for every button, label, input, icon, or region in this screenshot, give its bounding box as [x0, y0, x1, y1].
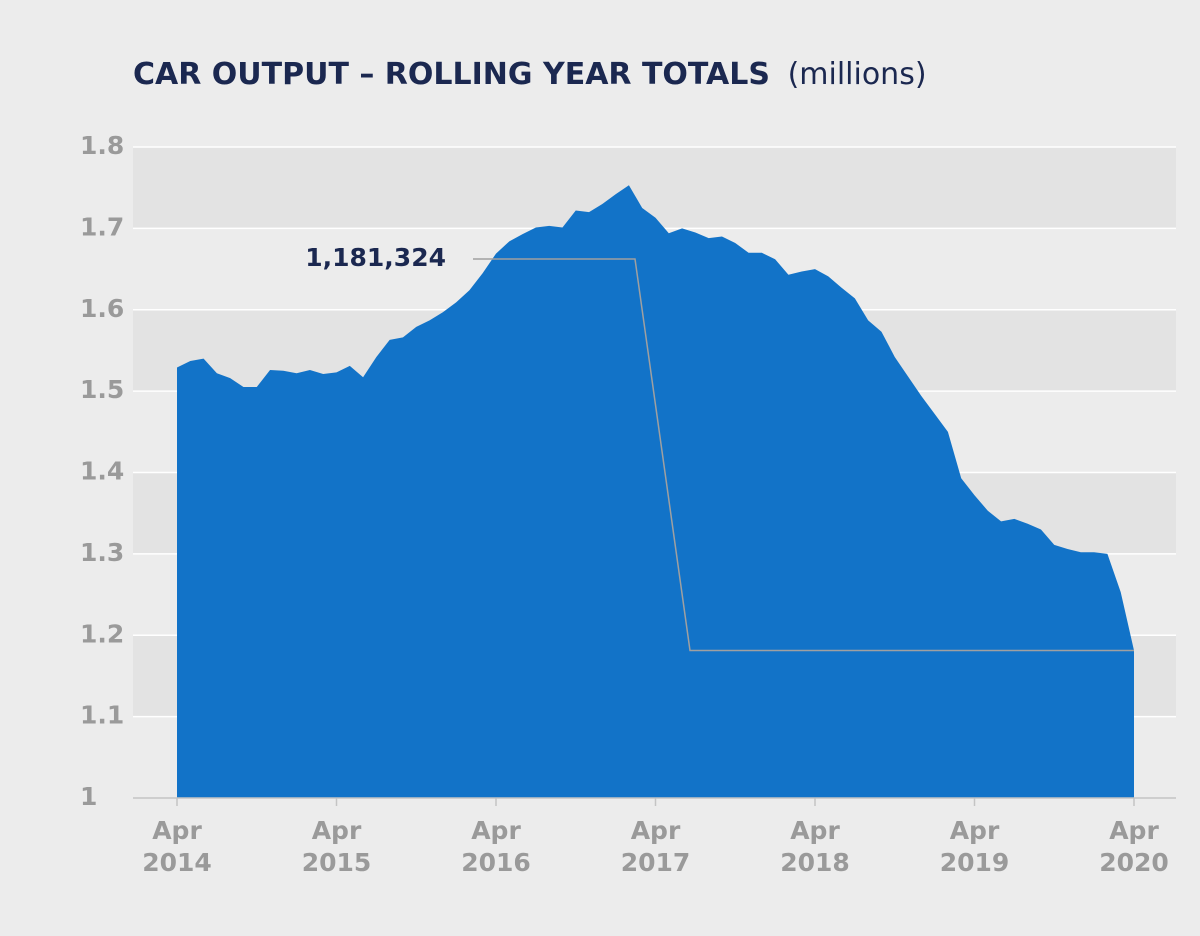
- y-tick-label: 1.2: [80, 619, 124, 648]
- y-tick-label: 1.3: [80, 538, 124, 567]
- y-tick-label: 1: [80, 782, 97, 811]
- x-tick-label-line: Apr: [1109, 816, 1159, 845]
- x-tick-label: Apr 2015: [302, 816, 372, 877]
- x-tick-label: Apr 2016: [461, 816, 531, 877]
- grid-band: [133, 147, 1176, 229]
- y-tick-label: 1.8: [80, 131, 124, 160]
- x-tick-label-line: 2019: [940, 848, 1010, 877]
- y-tick-label: 1.7: [80, 212, 124, 241]
- x-tick-label: Apr 2020: [1099, 816, 1169, 877]
- annotation-leader: [473, 258, 1134, 652]
- x-tick-label-line: 2017: [621, 848, 691, 877]
- x-tick-label-line: Apr: [950, 816, 1000, 845]
- x-tick-label-line: Apr: [471, 816, 521, 845]
- x-tick-label-line: Apr: [152, 816, 202, 845]
- x-tick-label-line: 2020: [1099, 848, 1169, 877]
- x-tick-label-line: 2016: [461, 848, 531, 877]
- y-tick-label: 1.1: [80, 701, 124, 730]
- x-tick-label-line: 2018: [780, 848, 850, 877]
- x-tick-label-line: Apr: [312, 816, 362, 845]
- x-tick-label-line: Apr: [631, 816, 681, 845]
- y-tick-label: 1.4: [80, 457, 124, 486]
- title: CAR OUTPUT – ROLLING YEAR TOTALS: [133, 57, 770, 92]
- annotation-label: 1,181,324: [305, 243, 446, 272]
- x-tick-label: Apr 2019: [940, 816, 1010, 877]
- y-tick-label: 1.5: [80, 375, 124, 404]
- area: [177, 185, 1134, 799]
- x-tick-label: Apr 2018: [780, 816, 850, 877]
- x-tick-label-line: Apr: [790, 816, 840, 845]
- x-tick-label: Apr 2017: [621, 816, 691, 877]
- subtitle: (millions): [788, 57, 927, 92]
- x-tick-label-line: 2014: [142, 848, 212, 877]
- x-tick-label: Apr 2014: [142, 816, 212, 877]
- y-tick-label: 1.6: [80, 294, 124, 323]
- chart-title: CAR OUTPUT – ROLLING YEAR TOTALS (millio…: [133, 57, 927, 92]
- x-tick-label-line: 2015: [302, 848, 372, 877]
